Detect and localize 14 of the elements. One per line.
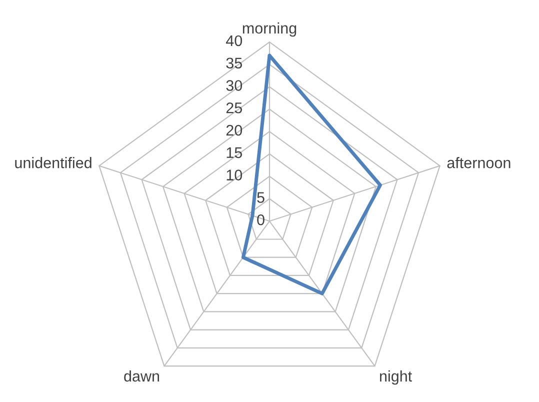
y-tick-label: 25 (226, 102, 242, 114)
y-tick-label: 10 (226, 170, 242, 180)
y-tick-label: 35 (226, 58, 242, 69)
spoke-label: dawn (124, 370, 160, 382)
spoke-label: night (380, 370, 412, 385)
y-tick-label: 30 (226, 80, 242, 91)
y-tick-label: 0 (257, 214, 264, 226)
spoke-label: unidentified (15, 157, 92, 168)
y-tick-label: 5 (257, 192, 264, 203)
y-tick-label: 20 (226, 124, 242, 136)
y-tick-label: 40 (226, 35, 242, 46)
spoke-label: afternoon (447, 157, 510, 168)
spoke-label: morning (242, 22, 296, 37)
y-tick-label: 15 (226, 147, 242, 158)
